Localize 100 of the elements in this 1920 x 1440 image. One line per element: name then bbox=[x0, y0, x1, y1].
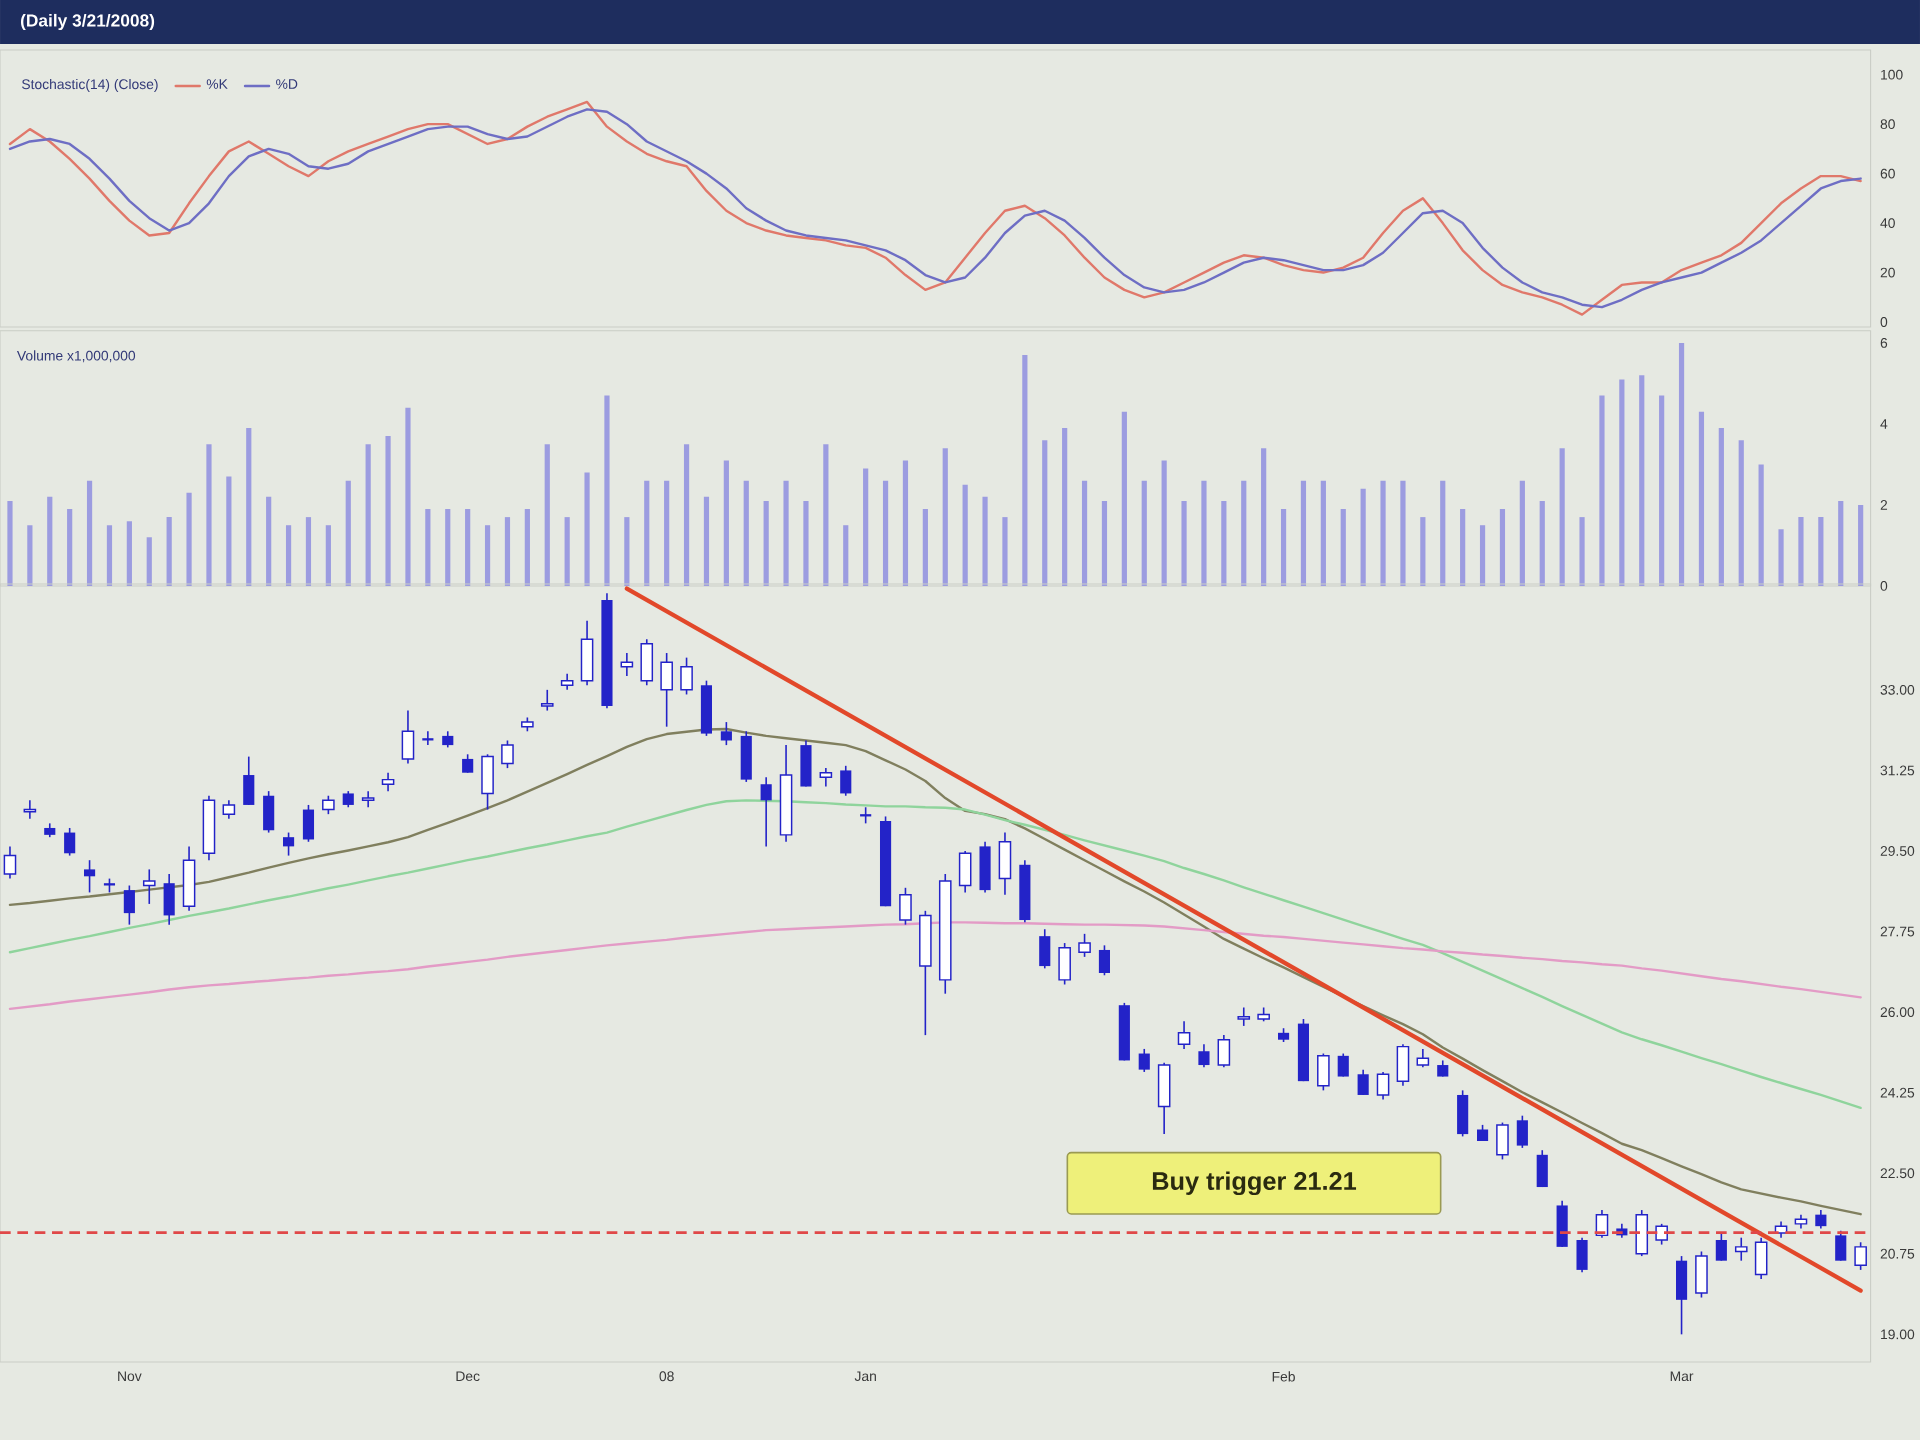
bar bbox=[683, 444, 690, 586]
candlestick bbox=[302, 804, 315, 843]
candlestick bbox=[1556, 1200, 1568, 1248]
candlestick bbox=[1217, 1034, 1231, 1069]
candlestick bbox=[1416, 1048, 1430, 1069]
bar bbox=[445, 509, 451, 586]
bar bbox=[1678, 342, 1685, 586]
candlestick bbox=[979, 840, 991, 894]
candlestick bbox=[1715, 1232, 1727, 1262]
bar bbox=[1261, 448, 1267, 586]
candlestick bbox=[760, 776, 772, 848]
bar bbox=[544, 444, 550, 586]
candlestick bbox=[23, 799, 37, 820]
bar bbox=[345, 480, 351, 586]
bar bbox=[743, 480, 749, 586]
candlestick bbox=[1675, 1255, 1688, 1336]
bar bbox=[1101, 500, 1108, 586]
candlestick bbox=[840, 765, 852, 797]
candlestick bbox=[1516, 1114, 1528, 1149]
bar bbox=[1639, 375, 1645, 586]
bar bbox=[902, 460, 909, 586]
candlestick bbox=[142, 868, 156, 905]
bar bbox=[982, 496, 988, 586]
candlestick bbox=[660, 652, 673, 728]
candlestick bbox=[1754, 1236, 1768, 1280]
bar bbox=[365, 444, 371, 586]
bar bbox=[86, 480, 93, 586]
bar bbox=[126, 521, 132, 586]
bar bbox=[1778, 529, 1784, 586]
bar bbox=[1121, 411, 1127, 586]
candlestick bbox=[1396, 1043, 1410, 1087]
bar bbox=[823, 444, 829, 586]
bar bbox=[1280, 509, 1287, 586]
bar bbox=[1062, 428, 1068, 586]
bar bbox=[1440, 480, 1446, 586]
bar bbox=[285, 525, 292, 586]
bar bbox=[504, 517, 511, 586]
candlestick bbox=[381, 771, 395, 792]
bar bbox=[1320, 480, 1326, 586]
bar bbox=[27, 525, 33, 586]
bar bbox=[564, 517, 570, 586]
candlestick bbox=[1039, 928, 1051, 970]
bar bbox=[1858, 504, 1864, 586]
candlestick bbox=[580, 620, 594, 687]
bar bbox=[266, 496, 272, 586]
bar bbox=[7, 500, 13, 586]
bar bbox=[803, 500, 809, 586]
candlestick bbox=[1078, 933, 1091, 958]
candlestick bbox=[740, 730, 752, 783]
bar bbox=[1798, 517, 1804, 586]
bar bbox=[1181, 500, 1187, 586]
candlestick bbox=[540, 689, 554, 712]
candlestick bbox=[1157, 1061, 1171, 1135]
candlestick bbox=[1496, 1121, 1509, 1161]
bar bbox=[604, 395, 610, 586]
candlestick bbox=[1357, 1068, 1369, 1096]
candlestick bbox=[1457, 1089, 1469, 1138]
candlestick bbox=[899, 887, 912, 926]
candlestick bbox=[1655, 1223, 1668, 1246]
bar bbox=[484, 525, 491, 586]
bar bbox=[1042, 440, 1048, 586]
bar bbox=[1221, 500, 1227, 586]
bar bbox=[783, 480, 789, 586]
candlestick bbox=[1177, 1020, 1191, 1050]
bar bbox=[922, 509, 928, 586]
bar bbox=[305, 517, 312, 586]
bar bbox=[1161, 460, 1167, 586]
bar bbox=[1002, 517, 1008, 586]
bar bbox=[1499, 509, 1506, 586]
bar bbox=[1420, 517, 1426, 586]
bar bbox=[67, 509, 73, 586]
bar bbox=[1698, 411, 1705, 586]
bar bbox=[47, 496, 53, 586]
candlestick bbox=[401, 709, 415, 765]
bar bbox=[1022, 355, 1028, 586]
bar bbox=[246, 428, 252, 586]
candlestick bbox=[322, 794, 335, 815]
bar bbox=[723, 460, 729, 586]
candlestick bbox=[1198, 1043, 1210, 1069]
bar bbox=[146, 537, 152, 586]
candlestick bbox=[720, 721, 732, 746]
bar bbox=[1818, 517, 1824, 586]
bar bbox=[962, 484, 968, 586]
candlestick bbox=[64, 827, 76, 857]
candlestick bbox=[1695, 1250, 1708, 1299]
candlestick bbox=[620, 652, 634, 677]
candlestick bbox=[123, 884, 135, 926]
bar bbox=[624, 517, 630, 586]
bar bbox=[1460, 509, 1466, 586]
bar bbox=[465, 509, 471, 586]
ref-line-label: Buy trigger 21.21 bbox=[1152, 1171, 1357, 1196]
candlestick bbox=[361, 790, 375, 809]
candlestick bbox=[1576, 1236, 1588, 1273]
bar bbox=[1559, 448, 1565, 586]
candlestick bbox=[1635, 1209, 1649, 1257]
bar bbox=[644, 480, 650, 586]
candlestick bbox=[1138, 1048, 1150, 1073]
bar bbox=[226, 476, 232, 586]
bar bbox=[763, 500, 769, 586]
bar bbox=[1241, 480, 1247, 586]
